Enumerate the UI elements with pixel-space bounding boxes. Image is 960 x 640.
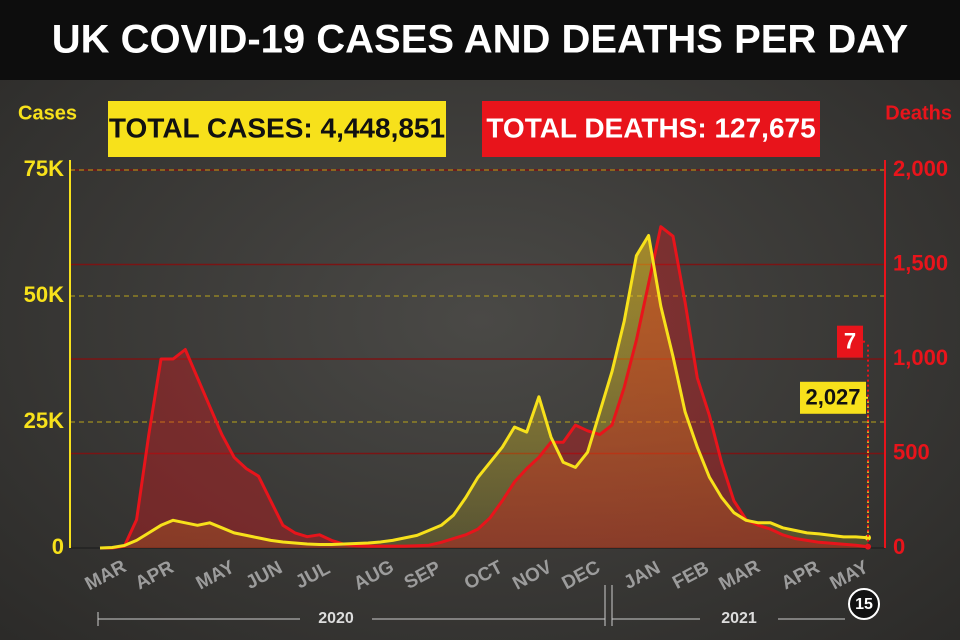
date-badge-label: 15 — [855, 596, 873, 613]
callout-box — [800, 381, 866, 414]
y2-tick-label: 1,000 — [893, 345, 948, 370]
y2-tick-label: 2,000 — [893, 156, 948, 181]
y2-tick-label: 1,500 — [893, 250, 948, 275]
header-bar — [0, 0, 960, 80]
y2-axis-label: Deaths — [885, 102, 952, 124]
year-label: 2020 — [318, 610, 354, 627]
total-deaths-box — [482, 101, 820, 157]
y-tick-label: 50K — [24, 282, 64, 307]
end-dot — [865, 543, 871, 550]
total-cases: TOTAL CASES: 4,448,851 — [109, 112, 445, 143]
y-tick-label: 75K — [24, 156, 64, 181]
y2-tick-label: 500 — [893, 439, 930, 464]
line — [100, 225, 869, 550]
chart-title: UK COVID-19 CASES AND DEATHS PER DAY — [52, 18, 909, 62]
callout-box — [837, 325, 863, 358]
total-cases-box — [108, 101, 446, 157]
date-badge — [848, 588, 880, 620]
line — [99, 234, 869, 550]
y-tick-label: 0 — [52, 534, 64, 559]
y-tick-label: 25K — [24, 408, 64, 433]
year-label: 2021 — [721, 610, 757, 627]
data-label: 2,027 — [805, 385, 860, 410]
y-axis-label: Cases — [18, 102, 77, 124]
area — [100, 226, 868, 548]
end-dot — [865, 534, 871, 541]
area — [100, 235, 868, 548]
data-label: 7 — [844, 328, 856, 353]
total-deaths: TOTAL DEATHS: 127,675 — [486, 112, 815, 143]
y2-tick-label: 0 — [893, 534, 905, 559]
